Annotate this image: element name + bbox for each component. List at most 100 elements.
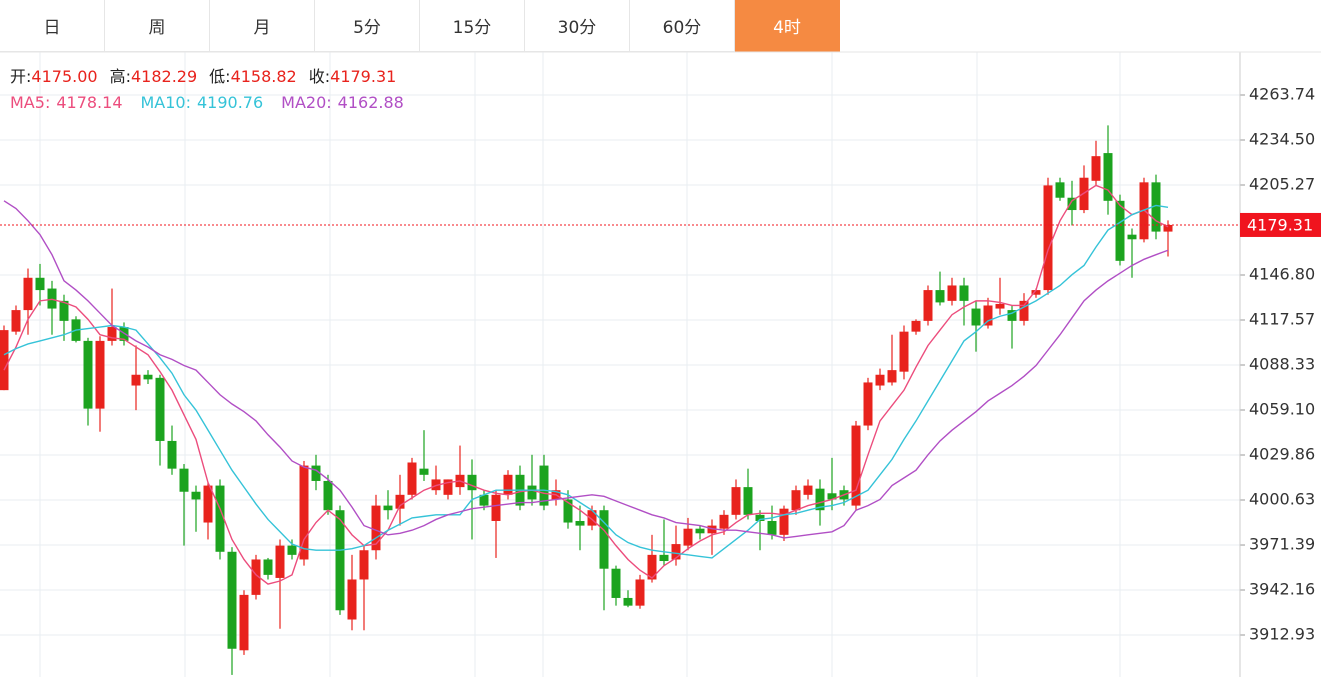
y-tick-label: 4263.74	[1249, 84, 1315, 103]
candle-body	[659, 554, 669, 562]
candle-body	[1103, 153, 1113, 201]
candle-body	[287, 545, 297, 555]
candle-body	[671, 544, 681, 560]
candle-body	[887, 370, 897, 383]
candle-body	[563, 499, 573, 523]
y-tick-label: 3912.93	[1249, 625, 1315, 644]
candle-body	[47, 288, 57, 309]
candle-body	[83, 340, 93, 409]
candle-body	[479, 494, 489, 506]
candle-body	[11, 310, 21, 332]
candle-body	[695, 528, 705, 534]
candle-body	[227, 551, 237, 649]
candle-body	[23, 277, 33, 311]
ohlc-value: 4158.82	[231, 67, 297, 86]
candle-body	[575, 520, 585, 526]
candle-body	[767, 520, 777, 535]
candle-body	[1163, 224, 1173, 232]
candle-body	[359, 550, 369, 580]
candle-body	[407, 462, 417, 495]
ma-line	[3, 184, 1169, 585]
period-tab[interactable]: 4时	[735, 0, 840, 52]
candle-body	[335, 510, 345, 611]
candle-body	[311, 465, 321, 481]
candle-body	[707, 525, 717, 534]
candle-body	[107, 327, 117, 341]
candle-body	[1043, 185, 1053, 291]
candle-body	[863, 382, 873, 426]
legend-separator: :	[186, 93, 191, 112]
ohlc-info: 开:4175.00 高:4182.29 低:4158.82 收:4179.31	[10, 67, 396, 86]
candle-body	[167, 440, 177, 469]
candle-body	[719, 514, 729, 529]
candle-body	[95, 340, 105, 409]
candle-body	[1055, 182, 1065, 198]
candle-body	[1019, 300, 1029, 321]
candle-body	[59, 300, 69, 321]
candle-body	[971, 308, 981, 326]
candle-body	[815, 488, 825, 511]
candle-body	[1127, 234, 1137, 240]
legend-value: 4162.88	[338, 93, 404, 112]
candle-body	[467, 474, 477, 491]
candle-body	[995, 303, 1005, 309]
candle-body	[851, 425, 861, 506]
candle-body	[251, 559, 261, 595]
candle-body	[1067, 197, 1077, 211]
candle-body	[35, 277, 45, 291]
candle-body	[395, 494, 405, 509]
candle-body	[947, 285, 957, 301]
ma-legend: MA5: 4178.14 MA10: 4190.76 MA20: 4162.88	[10, 93, 404, 112]
candle-body	[143, 374, 153, 380]
candle-body	[179, 468, 189, 492]
candle-body	[599, 510, 609, 569]
candle-body	[743, 487, 753, 515]
candle-body	[263, 559, 273, 575]
candle-body	[683, 528, 693, 546]
candle-body	[1091, 156, 1101, 181]
legend-value: 4178.14	[56, 93, 122, 112]
candle-body	[275, 545, 285, 578]
candle-body	[791, 490, 801, 511]
candle-body	[215, 485, 225, 552]
candle-body	[647, 554, 657, 580]
candle-body	[383, 505, 393, 511]
candle-body	[923, 290, 933, 321]
candle-body	[347, 579, 357, 620]
candle-body	[155, 377, 165, 441]
candle-body	[611, 568, 621, 598]
candle-body	[779, 508, 789, 535]
ohlc-label: 低:	[209, 67, 230, 86]
ma-line	[3, 200, 1169, 539]
candle-body	[431, 479, 441, 491]
candle-body	[503, 474, 513, 495]
candle-body	[191, 491, 201, 500]
candle-body	[239, 594, 249, 651]
y-tick-label: 4088.33	[1249, 355, 1315, 374]
legend-separator: :	[45, 93, 50, 112]
ohlc-label: 开:	[10, 67, 31, 86]
candle-body	[755, 514, 765, 521]
y-tick-label: 4029.86	[1249, 445, 1315, 464]
y-tick-label: 4117.57	[1249, 309, 1315, 328]
y-tick-label: 4146.80	[1249, 265, 1315, 284]
candle-body	[827, 493, 837, 500]
candle-body	[875, 374, 885, 386]
y-tick-label: 4205.27	[1249, 174, 1315, 193]
legend-name: MA20	[281, 93, 326, 112]
candle-body	[371, 505, 381, 551]
candle-body	[935, 290, 945, 303]
candle-body	[539, 465, 549, 506]
ohlc-value: 4182.29	[131, 67, 197, 86]
candle-body	[899, 331, 909, 372]
last-price-label: 4179.31	[1247, 215, 1313, 234]
candle-body	[131, 374, 141, 386]
candle-body	[0, 330, 9, 391]
candle-body	[1031, 290, 1041, 295]
y-tick-label: 3942.16	[1249, 580, 1315, 599]
candle-body	[443, 479, 453, 495]
candle-body	[1115, 200, 1125, 261]
candle-body	[1007, 310, 1017, 321]
